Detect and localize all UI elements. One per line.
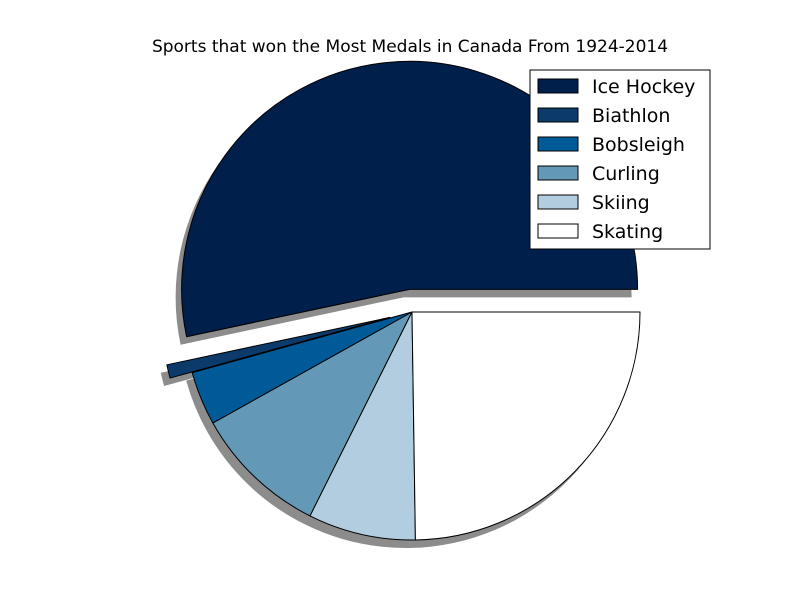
slice-biathlon <box>166 316 391 379</box>
legend-label-skating: Skating <box>592 221 663 243</box>
slice-skiing <box>309 311 416 541</box>
pie-slices <box>166 60 641 541</box>
legend-swatch-biathlon <box>537 107 579 123</box>
legend-label-bobsleigh: Bobsleigh <box>592 134 685 156</box>
legend-swatch-bobsleigh <box>537 136 579 152</box>
legend: Ice Hockey Biathlon Bobsleigh Curling Skiing… <box>529 69 711 250</box>
legend-swatch-ice-hockey <box>537 78 579 94</box>
legend-swatch-skating <box>537 223 579 239</box>
legend-label-curling: Curling <box>592 163 660 185</box>
legend-swatch-skiing <box>537 194 579 210</box>
slice-skating <box>411 311 641 541</box>
legend-label-skiing: Skiing <box>592 192 650 214</box>
legend-swatch-curling <box>537 165 579 181</box>
legend-label-biathlon: Biathlon <box>592 105 670 127</box>
legend-frame <box>529 69 711 250</box>
legend-label-ice-hockey: Ice Hockey <box>592 76 695 98</box>
chart-title: Sports that won the Most Medals in Canad… <box>152 37 668 57</box>
slice-curling <box>212 311 413 517</box>
